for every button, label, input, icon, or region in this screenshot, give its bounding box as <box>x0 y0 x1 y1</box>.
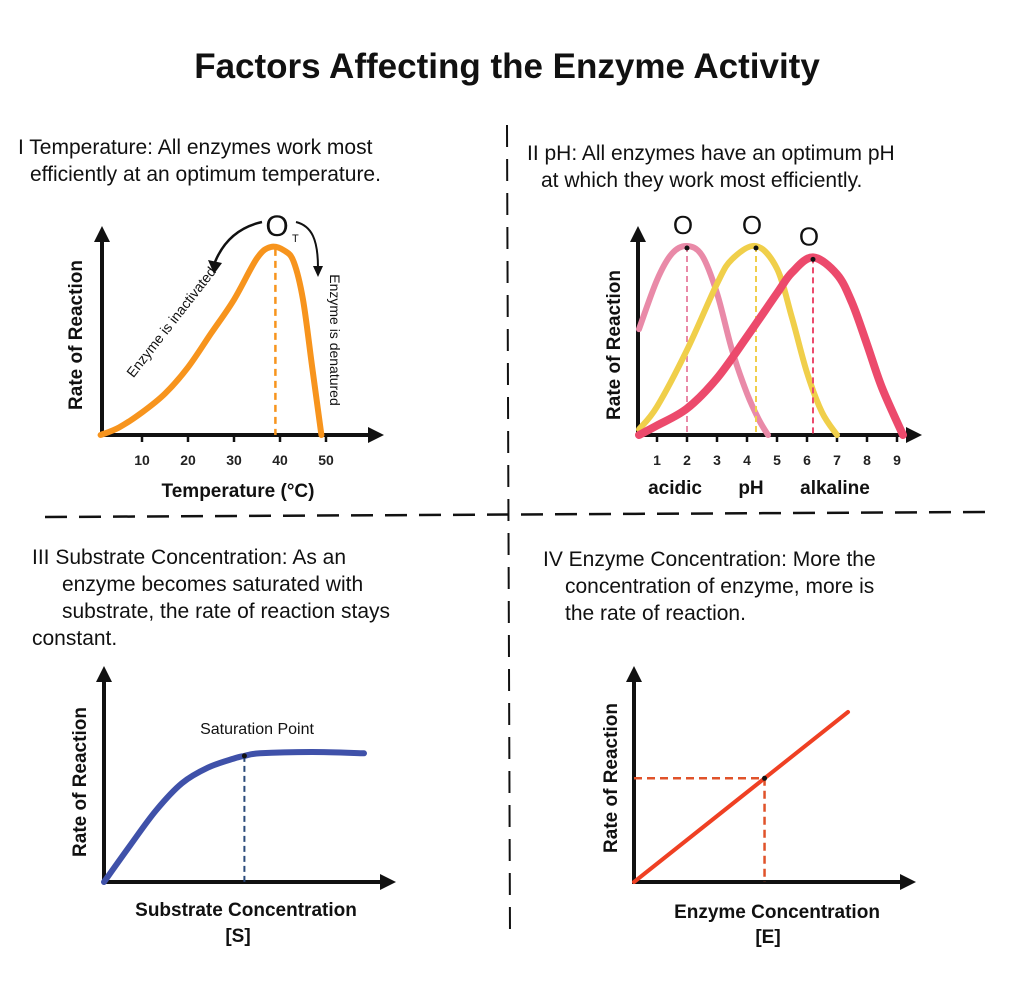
curved-arrow-left-icon <box>213 220 263 263</box>
y-axis-arrow-icon <box>96 666 112 682</box>
curved-arrow-right-icon <box>295 221 319 269</box>
section-heading-line: I Temperature: All enzymes work most <box>18 136 373 159</box>
x-tick-label: 7 <box>833 452 841 468</box>
annotation-denatured: Enzyme is denatured <box>327 274 343 406</box>
optimum-label: O <box>742 210 762 240</box>
x-axis-label-symbol: [S] <box>225 926 250 947</box>
section-heading-line: efficiently at an optimum temperature. <box>30 163 381 186</box>
saturation-point <box>241 753 247 759</box>
series-line-0 <box>632 710 850 884</box>
x-tick-label: 20 <box>180 452 196 468</box>
series-line-1 <box>636 242 840 438</box>
x-tick-label: 6 <box>803 452 811 468</box>
optimum-label: O <box>673 210 693 240</box>
section-heading-line: III Substrate Concentration: As an <box>32 546 346 569</box>
section-heading-line: II pH: All enzymes have an optimum pH <box>527 142 895 165</box>
x-axis-arrow-icon <box>380 874 396 890</box>
series-line-0 <box>101 748 367 885</box>
section-heading-line: enzyme becomes saturated with <box>62 573 363 596</box>
y-axis-label: Rate of Reaction <box>70 707 91 857</box>
x-tick-label: 3 <box>713 452 721 468</box>
x-tick-label: 40 <box>272 452 288 468</box>
x-axis-label: Substrate Concentration <box>135 900 357 921</box>
annotation-inactivated: Enzyme is inactivated <box>123 264 219 381</box>
arrowhead-icon <box>208 260 222 274</box>
x-axis-label-alkaline: alkaline <box>800 478 870 499</box>
x-axis-arrow-icon <box>906 427 922 443</box>
vertical-divider <box>506 124 511 936</box>
page-title: Factors Affecting the Enzyme Activity <box>194 47 820 86</box>
y-axis-label: Rate of Reaction <box>604 270 625 420</box>
series-line-2 <box>635 253 907 439</box>
optimum-point <box>684 245 690 251</box>
x-axis-label: pH <box>738 478 763 499</box>
optimum-point <box>810 256 816 262</box>
x-axis-label-acidic: acidic <box>648 478 702 499</box>
x-tick-label: 2 <box>683 452 691 468</box>
section-heading-line: constant. <box>32 627 117 650</box>
marker-point <box>762 775 768 781</box>
x-axis-arrow-icon <box>368 427 384 443</box>
saturation-label: Saturation Point <box>200 721 314 738</box>
x-axis-label: Enzyme Concentration <box>674 902 880 923</box>
x-axis-label: Temperature (°C) <box>162 481 315 502</box>
optimum-subscript: T <box>292 233 299 245</box>
y-axis-label: Rate of Reaction <box>66 260 87 410</box>
y-axis-arrow-icon <box>626 666 642 682</box>
x-tick-label: 30 <box>226 452 242 468</box>
x-tick-label: 10 <box>134 452 150 468</box>
y-axis-label: Rate of Reaction <box>601 703 622 853</box>
series-line-0 <box>636 242 771 438</box>
x-tick-label: 5 <box>773 452 781 468</box>
arrowhead-icon <box>313 266 323 277</box>
x-tick-label: 4 <box>743 452 751 468</box>
x-axis-label-symbol: [E] <box>755 927 780 948</box>
section-heading-line: substrate, the rate of reaction stays <box>62 600 390 623</box>
optimum-point <box>753 245 759 251</box>
section-heading-line: concentration of enzyme, more is <box>565 575 874 598</box>
x-axis-arrow-icon <box>900 874 916 890</box>
section-heading-line: the rate of reaction. <box>565 602 746 625</box>
x-tick-label: 9 <box>893 452 901 468</box>
optimum-label: O <box>265 210 288 243</box>
horizontal-divider <box>44 510 986 519</box>
series-line-0 <box>97 243 325 438</box>
x-tick-label: 50 <box>318 452 334 468</box>
optimum-label: O <box>799 221 819 251</box>
x-tick-label: 1 <box>653 452 661 468</box>
section-heading-line: at which they work most efficiently. <box>541 169 862 192</box>
y-axis-arrow-icon <box>630 226 646 242</box>
x-tick-label: 8 <box>863 452 871 468</box>
y-axis-arrow-icon <box>94 226 110 242</box>
section-heading-line: IV Enzyme Concentration: More the <box>543 548 876 571</box>
